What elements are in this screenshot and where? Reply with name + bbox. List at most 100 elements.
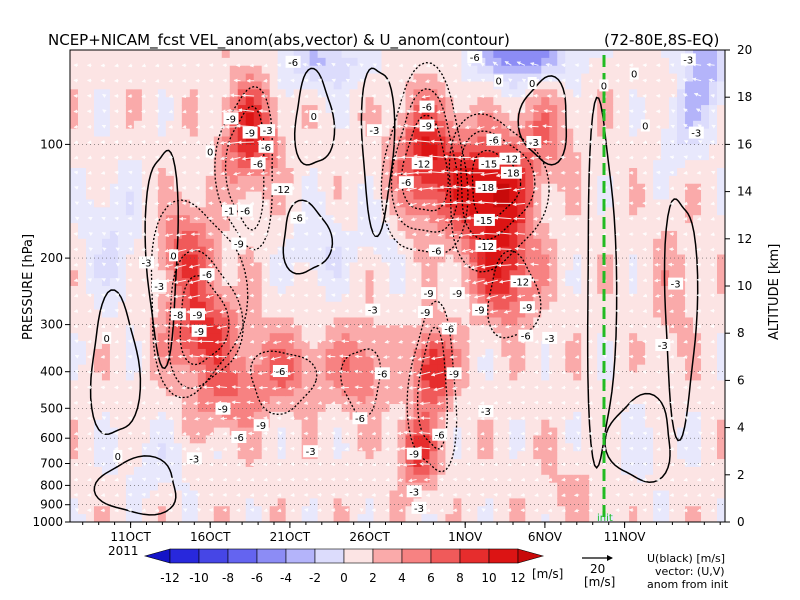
heatmap-cell: [197, 380, 207, 389]
heatmap-cell: [525, 246, 534, 256]
heatmap-cell: [109, 506, 119, 515]
heatmap-cell: [141, 427, 151, 437]
heatmap-cell: [637, 506, 646, 515]
heatmap-cell: [597, 65, 606, 75]
heatmap-cell: [589, 199, 598, 208]
heatmap-cell: [189, 57, 199, 67]
wind-vector: [74, 186, 79, 190]
heatmap-cell: [581, 443, 590, 452]
heatmap-cell: [677, 136, 686, 145]
heatmap-cell: [509, 411, 518, 421]
heatmap-cell: [109, 57, 119, 67]
heatmap-cell: [85, 427, 95, 437]
heatmap-cell: [229, 246, 239, 256]
heatmap-cell: [677, 388, 686, 397]
heatmap-cell: [205, 73, 215, 83]
heatmap-cell: [141, 50, 151, 59]
heatmap-cell: [285, 168, 295, 177]
heatmap-cell: [645, 65, 654, 75]
heatmap-cell: [293, 160, 303, 169]
heatmap-cell: [525, 215, 534, 224]
heatmap-cell: [389, 254, 399, 263]
heatmap-cell: [229, 278, 239, 287]
heatmap-cell: [213, 325, 223, 334]
heatmap-cell: [117, 120, 127, 130]
heatmap-cell: [589, 270, 598, 279]
heatmap-cell: [405, 105, 415, 114]
heatmap-cell: [709, 388, 718, 397]
heatmap-cell: [173, 105, 183, 114]
heatmap-cell: [709, 254, 718, 263]
heatmap-cell: [677, 73, 686, 83]
heatmap-cell: [173, 348, 183, 358]
heatmap-cell: [277, 254, 287, 263]
heatmap-cell: [717, 120, 725, 130]
heatmap-cell: [717, 97, 725, 106]
heatmap-cell: [693, 57, 702, 67]
heatmap-cell: [557, 160, 566, 169]
heatmap-cell: [477, 466, 486, 476]
heatmap-cell: [429, 50, 439, 59]
heatmap-cell: [405, 301, 415, 311]
heatmap-cell: [221, 89, 231, 98]
heatmap-cell: [445, 333, 455, 342]
heatmap-cell: [397, 215, 407, 224]
heatmap-cell: [261, 183, 271, 193]
heatmap-cell: [93, 89, 103, 98]
heatmap-cell: [517, 112, 526, 122]
heatmap-cell: [333, 120, 343, 130]
heatmap-cell: [149, 207, 159, 216]
heatmap-cell: [341, 120, 351, 130]
heatmap-cell: [717, 183, 725, 193]
heatmap-cell: [229, 152, 239, 161]
heatmap-cell: [357, 435, 367, 444]
heatmap-cell: [661, 183, 670, 193]
heatmap-cell: [237, 451, 247, 460]
heatmap-cell: [397, 466, 407, 476]
heatmap-cell: [517, 160, 526, 169]
heatmap-cell: [661, 498, 670, 507]
heatmap-cell: [77, 498, 87, 507]
heatmap-cell: [77, 474, 87, 484]
heatmap-cell: [149, 380, 159, 389]
heatmap-cell: [173, 364, 183, 374]
heatmap-cell: [229, 317, 239, 326]
heatmap-cell: [301, 254, 311, 263]
heatmap-cell: [357, 474, 367, 484]
heatmap-cell: [253, 364, 263, 374]
heatmap-cell: [445, 81, 455, 90]
heatmap-cell: [301, 144, 311, 153]
heatmap-cell: [109, 411, 119, 421]
heatmap-cell: [181, 144, 191, 153]
heatmap-cell: [661, 128, 670, 138]
heatmap-cell: [125, 411, 135, 421]
heatmap-cell: [685, 81, 694, 90]
heatmap-cell: [437, 356, 447, 366]
heatmap-cell: [413, 270, 423, 279]
heatmap-cell: [117, 443, 127, 452]
heatmap-cell: [685, 443, 694, 452]
heatmap-cell: [469, 396, 478, 405]
heatmap-cell: [477, 278, 486, 287]
heatmap-cell: [93, 341, 103, 350]
heatmap-cell: [317, 270, 327, 279]
heatmap-cell: [357, 199, 367, 208]
heatmap-cell: [293, 168, 303, 177]
heatmap-cell: [229, 73, 239, 83]
heatmap-cell: [333, 396, 343, 405]
heatmap-cell: [141, 112, 151, 122]
heatmap-cell: [613, 317, 622, 326]
heatmap-cell: [437, 175, 447, 185]
heatmap-cell: [421, 364, 431, 374]
heatmap-cell: [661, 419, 670, 429]
heatmap-cell: [381, 112, 391, 122]
heatmap-cell: [717, 364, 725, 374]
heatmap-cell: [429, 482, 439, 492]
heatmap-cell: [253, 514, 263, 522]
heatmap-cell: [509, 427, 518, 437]
heatmap-cell: [301, 348, 311, 358]
heatmap-cell: [709, 435, 718, 444]
heatmap-cell: [437, 514, 447, 522]
heatmap-cell: [709, 246, 718, 256]
heatmap-cell: [293, 262, 303, 271]
